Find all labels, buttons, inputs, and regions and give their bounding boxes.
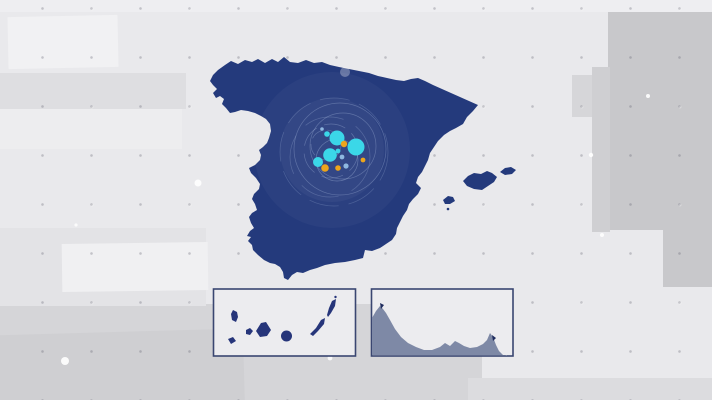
coast-glow-dot — [340, 67, 350, 77]
fuerteventura-island — [310, 318, 325, 336]
canary-islands-inset — [212, 288, 357, 357]
canary-islands-group — [228, 295, 337, 344]
lanzarote-island — [327, 299, 336, 317]
orbit-ring — [279, 97, 389, 207]
el-hierro-island — [228, 337, 236, 344]
la-palma-island — [231, 310, 238, 322]
background-white-dot — [194, 179, 202, 187]
spain-mainland-shape — [210, 57, 478, 280]
formentera-island — [446, 207, 450, 211]
mallorca-island — [463, 171, 497, 190]
la-gomera-island — [246, 328, 253, 335]
canary-inset-box — [212, 288, 357, 357]
event-bubble — [339, 154, 345, 160]
orbit-ring — [293, 102, 387, 196]
coast-silhouette-shape — [372, 306, 507, 356]
gran-canaria-island — [281, 330, 292, 342]
event-bubble — [329, 130, 345, 146]
event-bubble — [320, 127, 324, 131]
event-bubble — [313, 157, 323, 167]
orbit-ring — [289, 116, 371, 198]
event-bubble — [324, 131, 330, 137]
coast-silhouette-inset — [370, 288, 514, 357]
background-white-dot — [74, 223, 78, 227]
event-bubble — [321, 164, 329, 172]
background-white-dot — [646, 94, 650, 98]
orbit-ring — [309, 112, 377, 180]
event-bubble — [340, 140, 348, 148]
tenerife-island — [256, 322, 271, 337]
event-bubble — [347, 138, 365, 156]
event-bubble — [335, 165, 341, 171]
background-white-dot — [61, 357, 69, 365]
event-bubble — [323, 148, 337, 162]
menorca-island — [500, 167, 516, 175]
event-bubble — [335, 148, 341, 154]
ibiza-island — [443, 196, 455, 204]
event-bubble — [360, 157, 366, 163]
coast-marker-tick-right — [492, 335, 496, 341]
background-white-dot — [600, 233, 604, 237]
islet-dot — [334, 295, 337, 299]
background-white-dot — [588, 152, 594, 158]
event-bubbles — [313, 127, 366, 172]
event-bubble — [343, 163, 349, 169]
coast-marker-tick-left — [380, 303, 384, 309]
spain-mainland-group — [210, 57, 516, 280]
